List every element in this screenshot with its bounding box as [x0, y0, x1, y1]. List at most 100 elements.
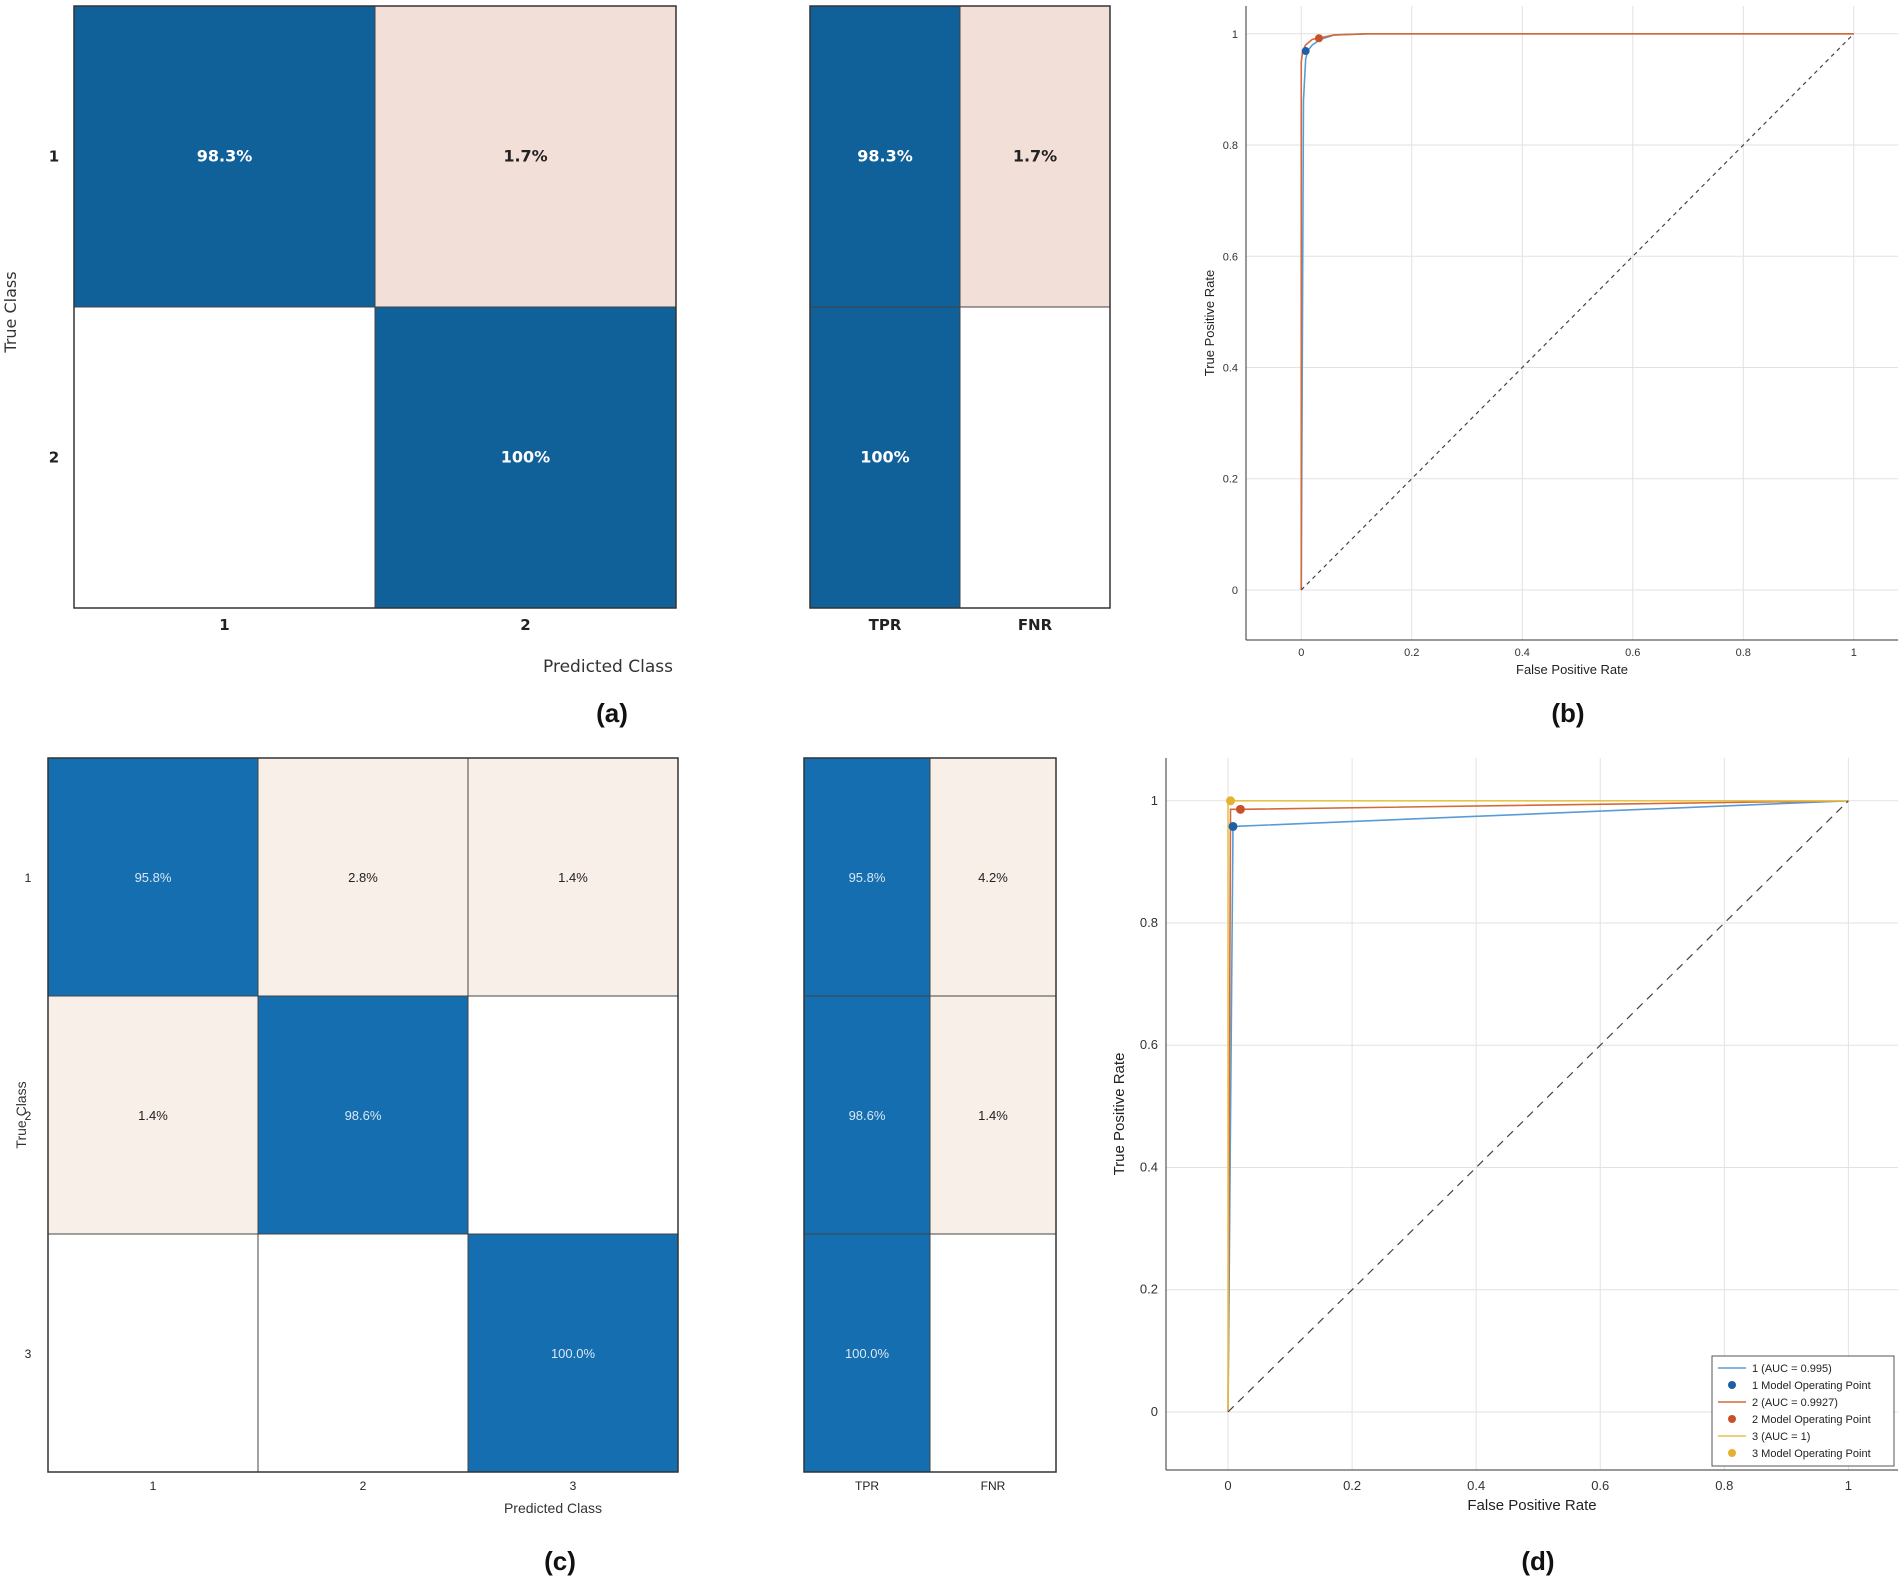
panel-d-xtick-1: 1: [1845, 1478, 1852, 1493]
panel-c-row-label-3: 3: [25, 1347, 32, 1361]
panel-c-summary-frame: [803, 757, 1057, 1473]
panel-d-legend-label-6: 3 Model Operating Point: [1752, 1448, 1871, 1460]
panel-b-ytick-0.2: 0.2: [1223, 474, 1238, 486]
panel-label-d: (d): [1521, 1546, 1554, 1576]
panel-label-b: (b): [1551, 698, 1584, 728]
panel-c-summary-cell-3-fnr: [929, 1233, 1057, 1473]
panel-label-a: (a): [596, 698, 628, 728]
panel-d-roc-curve-2: [1227, 799, 1849, 1412]
panel-b-ytick-0.4: 0.4: [1223, 362, 1238, 374]
panel-c-cell-2-1: [47, 995, 259, 1235]
panel-d-legend-swatch-6: [1728, 1449, 1736, 1457]
panel-b-plot-area: [1246, 6, 1898, 640]
panel-d-legend-label-5: 3 (AUC = 1): [1752, 1431, 1810, 1443]
panel-d-operating-point-2: [1235, 804, 1245, 814]
panel-c-summary-label-3-tpr: 100.0%: [845, 1346, 890, 1361]
panel-d-legend-box: [1711, 1355, 1895, 1467]
panel-c-summary-label-1-tpr: 95.8%: [849, 870, 886, 885]
panel-a-confusion-matrix: 98.3% 1.7% 100% 1 2 1 2 Predicted Class True Cla…: [1, 5, 1111, 677]
panel-d-ytick-0.4: 0.4: [1140, 1159, 1158, 1174]
panel-d-xtick-0.2: 0.2: [1343, 1478, 1361, 1493]
panel-c-cell-label-2-2: 98.6%: [345, 1108, 382, 1123]
panel-a-summary-cell-2-tpr: [809, 306, 961, 609]
panel-d-legend-swatch-4: [1728, 1415, 1736, 1423]
panel-b-ytick-0.8: 0.8: [1223, 140, 1238, 152]
panel-d-roc-plot: 0 0.2 0.4 0.6 0.8 1 0 0.2 0.4 0.6 0.8 1 False Positi…: [1111, 758, 1898, 1514]
panel-d-legend-swatch-2: [1728, 1381, 1736, 1389]
panel-a-col-label-2: 2: [520, 616, 530, 634]
panel-b-xtick-0.4: 0.4: [1515, 647, 1530, 659]
panel-c-cell-2-3: [467, 995, 679, 1235]
panel-b-xtick-0.8: 0.8: [1736, 647, 1751, 659]
panel-b-xtick-1: 1: [1851, 647, 1857, 659]
panel-d-xtick-0.4: 0.4: [1467, 1478, 1485, 1493]
panel-b-chance-line: [1300, 33, 1855, 591]
panel-b-operating-point-2: [1314, 34, 1323, 43]
panel-b-operating-point-1: [1301, 47, 1310, 56]
panel-d-chance-line: [1227, 800, 1849, 1413]
panel-d-xtick-0.6: 0.6: [1591, 1478, 1609, 1493]
panel-a-summary-col-label-tpr: TPR: [869, 616, 902, 634]
panel-a-row-label-1: 1: [49, 148, 59, 166]
panel-c-cell-1-1: [47, 757, 259, 997]
panel-a-xlabel: Predicted Class: [543, 657, 673, 677]
panel-c-row-label-2: 2: [25, 1109, 32, 1123]
panel-c-summary-col-label-tpr: TPR: [855, 1479, 879, 1493]
panel-c-col-label-1: 1: [150, 1479, 157, 1493]
panel-d-xtick-0: 0: [1224, 1478, 1231, 1493]
panel-b-ytick-1: 1: [1232, 29, 1238, 41]
panel-d-xtick-0.8: 0.8: [1715, 1478, 1733, 1493]
panel-c-summary-cell-3-tpr: [803, 1233, 931, 1473]
panel-b-roc-curve-2: [1300, 33, 1854, 590]
panel-c-col-label-2: 2: [360, 1479, 367, 1493]
panel-b-ylabel: True Positive Rate: [1202, 270, 1217, 376]
panel-a-summary-frame: [809, 5, 1111, 609]
panel-c-row-label-1: 1: [25, 871, 32, 885]
panel-c-confusion-matrix: 95.8% 2.8% 1.4% 1.4% 98.6% 100.0% 1 2 3 1 2 3 Predic…: [13, 757, 1057, 1516]
panel-a-summary-label-2-tpr: 100%: [860, 448, 909, 467]
panel-d-legend-label-2: 1 Model Operating Point: [1752, 1380, 1871, 1392]
panel-b-ytick-0.6: 0.6: [1223, 251, 1238, 263]
panel-c-cell-2-2: [257, 995, 469, 1235]
panel-a-summary-label-1-tpr: 98.3%: [857, 147, 913, 166]
panel-a-cell-label-1-2: 1.7%: [503, 147, 547, 166]
panel-c-cell-1-2: [257, 757, 469, 997]
panel-c-summary-cell-1-tpr: [803, 757, 931, 997]
panel-c-cell-label-3-3: 100.0%: [551, 1346, 596, 1361]
panel-d-legend-label-1: 1 (AUC = 0.995): [1752, 1363, 1832, 1375]
panel-d-ylabel: True Positive Rate: [1111, 1053, 1128, 1176]
panel-c-xlabel: Predicted Class: [504, 1500, 602, 1516]
panel-b-ytick-0: 0: [1232, 585, 1238, 597]
panel-d-operating-point-3: [1226, 796, 1236, 806]
panel-a-summary-cell-2-fnr: [959, 306, 1111, 609]
panel-a-cell-1-2: [374, 5, 677, 308]
panel-c-summary-label-2-tpr: 98.6%: [849, 1108, 886, 1123]
panel-b-xtick-0.6: 0.6: [1625, 647, 1640, 659]
panel-d-ytick-0.8: 0.8: [1140, 915, 1158, 930]
panel-c-cell-3-1: [47, 1233, 259, 1473]
panel-c-cell-3-2: [257, 1233, 469, 1473]
panel-a-row-label-2: 2: [49, 449, 59, 467]
panel-a-matrix-frame: [73, 5, 677, 609]
panel-c-matrix-frame: [47, 757, 679, 1473]
panel-c-col-label-3: 3: [570, 1479, 577, 1493]
panel-c-cell-label-2-1: 1.4%: [138, 1108, 168, 1123]
panel-b-roc-plot: 0 0.2 0.4 0.6 0.8 1 0 0.2 0.4 0.6 0.8 1 False Positi…: [1202, 6, 1898, 677]
panel-a-ylabel: True Class: [1, 271, 20, 353]
panel-c-summary-col-label-fnr: FNR: [981, 1479, 1006, 1493]
panel-a-cell-label-1-1: 98.3%: [197, 147, 253, 166]
panel-d-ytick-0.2: 0.2: [1140, 1282, 1158, 1297]
panel-a-summary-col-label-fnr: FNR: [1018, 616, 1053, 634]
panel-c-summary-cell-2-tpr: [803, 995, 931, 1235]
panel-a-col-label-1: 1: [219, 616, 229, 634]
panel-c-summary-label-2-fnr: 1.4%: [978, 1108, 1008, 1123]
panel-c-ylabel: True Class: [13, 1081, 29, 1148]
panel-b-xtick-0.2: 0.2: [1404, 647, 1419, 659]
panel-a-cell-2-1: [73, 306, 376, 609]
panel-c-cell-label-1-2: 2.8%: [348, 870, 378, 885]
panel-d-legend: 1 (AUC = 0.995) 1 Model Operating Point 2 …: [1711, 1355, 1895, 1467]
panel-c-cell-label-1-3: 1.4%: [558, 870, 588, 885]
panel-d-legend-label-4: 2 Model Operating Point: [1752, 1414, 1871, 1426]
panel-d-plot-area: [1166, 758, 1898, 1470]
